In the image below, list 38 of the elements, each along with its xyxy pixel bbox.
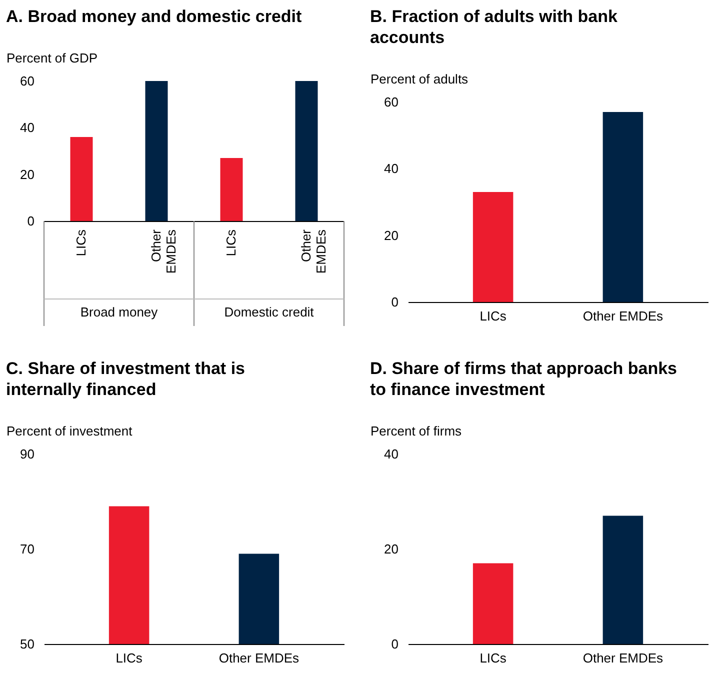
chart-title: B. Fraction of adults with bank accounts bbox=[370, 7, 618, 47]
x-tick-label: Other EMDEs bbox=[148, 228, 178, 274]
y-tick-label: 50 bbox=[20, 636, 34, 652]
y-tick-label: 40 bbox=[20, 120, 34, 136]
bar bbox=[145, 81, 168, 221]
y-tick-label: 60 bbox=[384, 94, 398, 110]
x-tick-label: Other EMDEs bbox=[582, 650, 664, 666]
bar bbox=[295, 81, 318, 221]
y-tick-label: 20 bbox=[384, 228, 398, 243]
y-tick-label: 20 bbox=[384, 542, 398, 556]
x-tick-label: Other EMDEs bbox=[582, 308, 664, 324]
x-tick-label: LICs bbox=[224, 229, 238, 256]
y-axis-title: Percent of adults bbox=[370, 72, 469, 86]
x-tick-label: LICs bbox=[480, 650, 507, 666]
bar bbox=[220, 158, 243, 221]
y-tick-label: 40 bbox=[384, 161, 398, 176]
y-tick-label: 0 bbox=[391, 294, 398, 310]
x-tick-label: LICs bbox=[74, 229, 88, 256]
x-tick-label: Other EMDEs bbox=[298, 228, 328, 274]
y-tick-label: 90 bbox=[20, 446, 34, 462]
y-tick-label: 0 bbox=[391, 636, 398, 652]
y-axis-title: Percent of firms bbox=[370, 424, 462, 438]
y-axis-title: Percent of GDP bbox=[6, 50, 98, 66]
chart-title: A. Broad money and domestic credit bbox=[6, 7, 302, 26]
y-tick-label: 0 bbox=[27, 214, 34, 228]
bar bbox=[70, 137, 93, 221]
chart-title: D. Share of firms that approach banks to finance investment bbox=[370, 359, 678, 399]
y-tick-label: 20 bbox=[20, 166, 34, 182]
text: Broad money bbox=[80, 304, 158, 320]
y-axis-title: Percent of investment bbox=[6, 424, 133, 438]
y-tick-label: 60 bbox=[20, 74, 34, 88]
x-tick-label: LICs bbox=[480, 308, 507, 324]
text: Domestic credit bbox=[224, 304, 314, 320]
chart-title: C. Share of investment that is internally financed bbox=[6, 359, 245, 399]
x-tick-label: LICs bbox=[116, 650, 143, 666]
x-tick-label: Other EMDEs bbox=[218, 650, 300, 666]
y-tick-label: 70 bbox=[20, 542, 34, 556]
y-tick-label: 40 bbox=[384, 446, 398, 462]
